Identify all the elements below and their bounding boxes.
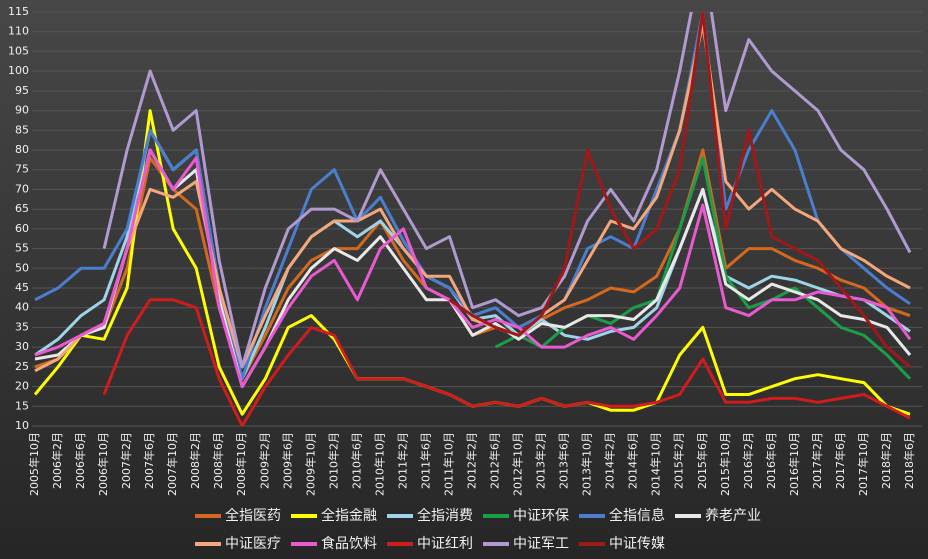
- x-tick-label: 2008年6月: [211, 432, 225, 489]
- legend-label: 中证军工: [513, 536, 569, 552]
- x-tick-label: 2014年6月: [626, 432, 640, 489]
- x-tick-label: 2018年6月: [902, 432, 916, 489]
- x-tick-label: 2014年2月: [603, 432, 617, 489]
- x-tick-label: 2008年10月: [234, 432, 248, 496]
- y-tick-label: 10: [15, 419, 29, 432]
- x-tick-label: 2010年2月: [326, 432, 340, 489]
- y-tick-label: 50: [15, 261, 29, 274]
- y-tick-label: 115: [8, 5, 29, 18]
- x-tick-label: 2012年10月: [511, 432, 525, 496]
- x-tick-label: 2006年10月: [96, 432, 110, 496]
- series-line: [102, 298, 911, 426]
- legend-label: 食品饮料: [321, 535, 377, 552]
- y-tick-label: 35: [15, 320, 29, 333]
- x-tick-label: 2010年10月: [372, 432, 386, 496]
- x-tick-label: 2013年2月: [534, 432, 548, 489]
- x-tick-label: 2007年10月: [165, 432, 179, 496]
- y-tick-label: 55: [15, 242, 29, 255]
- y-tick-label: 75: [15, 163, 29, 176]
- legend-label: 养老产业: [705, 508, 761, 524]
- plot-area: [33, 12, 912, 426]
- x-tick-label: 2009年2月: [257, 432, 271, 489]
- x-tick-label: 2015年2月: [672, 432, 686, 489]
- x-tick-label: 2009年10月: [303, 432, 317, 496]
- y-tick-label: 15: [15, 399, 29, 412]
- x-tick-label: 2007年2月: [119, 432, 133, 489]
- legend-label: 中证红利: [417, 536, 473, 552]
- legend-label: 全指信息: [609, 507, 665, 524]
- y-tick-label: 95: [15, 84, 29, 97]
- x-tick-label: 2013年10月: [580, 432, 594, 496]
- y-tick-label: 80: [15, 143, 29, 156]
- legend-label: 全指金融: [321, 507, 377, 524]
- y-tick-label: 100: [8, 64, 29, 77]
- y-tick-label: 85: [15, 123, 29, 136]
- y-tick-label: 65: [15, 202, 29, 215]
- x-tick-label: 2006年2月: [50, 432, 64, 489]
- x-tick-label: 2011年2月: [395, 432, 409, 489]
- x-tick-label: 2017年10月: [856, 432, 870, 496]
- x-tick-label: 2010年6月: [349, 432, 363, 489]
- x-tick-label: 2007年6月: [142, 432, 156, 489]
- x-tick-label: 2013年6月: [557, 432, 571, 489]
- x-tick-label: 2016年6月: [764, 432, 778, 489]
- y-tick-label: 90: [15, 104, 29, 117]
- y-tick-label: 40: [15, 301, 29, 314]
- legend-label: 中证传媒: [609, 536, 665, 552]
- y-tick-label: 25: [15, 360, 29, 373]
- legend-label: 中证医疗: [225, 536, 281, 552]
- axis-labels: 10 15 20 25 30 35 40 45 50 55 60 65 70 75 80 85 90 95 100 1…: [8, 5, 916, 496]
- legend-label: 全指消费: [417, 507, 473, 524]
- x-tick-label: 2016年10月: [787, 432, 801, 496]
- y-tick-label: 45: [15, 281, 29, 294]
- legend-label: 全指医药: [225, 507, 281, 524]
- x-tick-label: 2016年2月: [741, 432, 755, 489]
- y-tick-label: 60: [15, 222, 29, 235]
- x-tick-label: 2017年6月: [833, 432, 847, 489]
- y-tick-label: 105: [8, 44, 29, 57]
- x-tick-label: 2017年2月: [810, 432, 824, 489]
- series-line: [102, 12, 912, 369]
- series-line: [34, 148, 912, 389]
- legend-label: 中证环保: [513, 508, 569, 524]
- x-tick-label: 2015年10月: [718, 432, 732, 496]
- x-tick-label: 2012年6月: [488, 432, 502, 489]
- series-line: [448, 12, 911, 369]
- x-tick-label: 2008年2月: [188, 432, 202, 489]
- y-tick-label: 30: [15, 340, 29, 353]
- y-tick-label: 20: [15, 380, 29, 393]
- series-line: [34, 148, 912, 389]
- x-tick-label: 2006年6月: [73, 432, 87, 489]
- x-tick-label: 2009年6月: [280, 432, 294, 489]
- x-tick-label: 2018年2月: [879, 432, 893, 489]
- x-tick-label: 2014年10月: [649, 432, 663, 496]
- y-tick-label: 70: [15, 182, 29, 195]
- x-tick-label: 2011年10月: [441, 432, 455, 496]
- x-tick-label: 2015年6月: [695, 432, 709, 489]
- x-tick-label: 2011年6月: [418, 432, 432, 489]
- x-tick-label: 2012年2月: [465, 432, 479, 489]
- x-tick-label: 2005年10月: [27, 432, 41, 496]
- y-tick-label: 110: [8, 25, 29, 38]
